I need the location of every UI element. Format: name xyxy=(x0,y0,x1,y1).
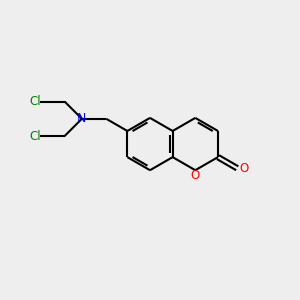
Text: N: N xyxy=(77,112,87,125)
Text: O: O xyxy=(239,162,248,175)
Text: O: O xyxy=(191,169,200,182)
Text: Cl: Cl xyxy=(29,95,41,108)
Text: Cl: Cl xyxy=(29,130,41,142)
